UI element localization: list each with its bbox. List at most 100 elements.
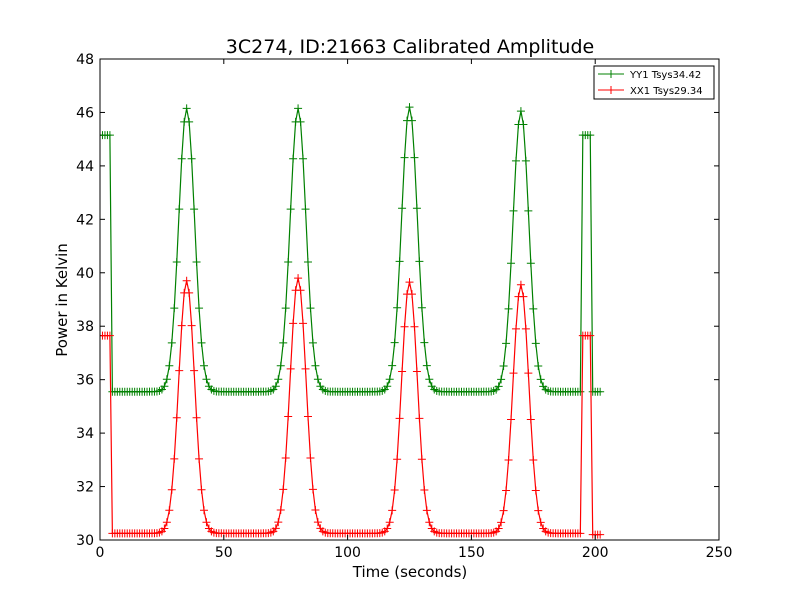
data-point-1-170 — [516, 280, 525, 289]
data-point-1-202 — [596, 530, 605, 539]
data-point-0-31 — [172, 258, 181, 267]
data-point-1-132 — [422, 506, 431, 515]
data-point-0-42 — [199, 361, 208, 370]
data-point-1-26 — [160, 524, 169, 533]
data-point-1-71 — [271, 524, 280, 533]
data-point-0-82 — [299, 154, 308, 163]
y-tick-label-7: 44 — [76, 159, 94, 175]
data-point-1-176 — [531, 486, 540, 495]
data-point-1-119 — [390, 486, 399, 495]
data-point-0-125 — [405, 103, 414, 112]
y-tick-label-3: 36 — [76, 373, 94, 389]
y-tick-label-9: 48 — [76, 52, 94, 68]
data-point-0-178 — [536, 375, 545, 384]
data-point-0-36 — [185, 117, 194, 126]
data-point-0-40 — [195, 304, 204, 313]
data-point-1-174 — [526, 415, 535, 424]
legend-marker-1 — [607, 86, 615, 94]
data-point-0-72 — [274, 375, 283, 384]
data-point-0-165 — [504, 304, 513, 313]
data-point-0-88 — [313, 375, 322, 384]
data-point-0-73 — [276, 361, 285, 370]
data-point-1-31 — [172, 413, 181, 422]
x-tick-label-3: 150 — [458, 545, 485, 561]
data-point-0-166 — [507, 259, 516, 268]
data-point-1-123 — [400, 322, 409, 331]
data-point-1-86 — [308, 485, 317, 494]
data-point-0-28 — [165, 361, 174, 370]
x-tick-label-0: 0 — [96, 545, 105, 561]
data-point-0-39 — [192, 258, 201, 267]
data-point-1-166 — [507, 415, 516, 424]
data-point-0-172 — [521, 156, 530, 165]
data-point-1-42 — [199, 506, 208, 515]
legend-marker-0 — [607, 70, 615, 78]
data-point-0-43 — [202, 375, 211, 384]
data-point-0-4 — [105, 131, 114, 140]
data-point-0-120 — [393, 303, 402, 312]
data-point-0-30 — [170, 304, 179, 313]
data-point-0-162 — [497, 375, 506, 384]
data-point-0-130 — [417, 303, 426, 312]
legend-label-yy1: YY1 Tsys34.42 — [629, 70, 701, 81]
data-point-1-194 — [576, 529, 585, 538]
data-point-0-29 — [167, 338, 176, 347]
data-point-1-33 — [177, 321, 186, 330]
y-tick-label-6: 42 — [76, 212, 94, 228]
data-point-1-177 — [534, 506, 543, 515]
data-point-1-118 — [388, 506, 397, 515]
series-0 — [100, 103, 605, 396]
x-tick-label-1: 50 — [215, 545, 233, 561]
data-point-1-133 — [425, 518, 434, 527]
data-point-0-177 — [534, 362, 543, 371]
data-point-1-76 — [284, 412, 293, 421]
data-point-0-126 — [407, 116, 416, 125]
data-point-0-86 — [308, 338, 317, 347]
data-point-0-71 — [271, 382, 280, 391]
data-point-1-40 — [195, 454, 204, 463]
data-point-0-84 — [303, 258, 312, 267]
data-point-1-30 — [170, 454, 179, 463]
y-tick-label-5: 40 — [76, 266, 94, 282]
data-point-0-75 — [281, 304, 290, 313]
data-point-0-171 — [519, 120, 528, 129]
data-point-0-164 — [502, 339, 511, 348]
x-tick-label-4: 200 — [582, 545, 609, 561]
data-point-1-129 — [415, 414, 424, 423]
y-tick-label-0: 30 — [76, 533, 94, 549]
data-point-1-27 — [162, 518, 171, 527]
y-tick-label-8: 46 — [76, 105, 94, 121]
data-point-1-39 — [192, 413, 201, 422]
data-point-1-83 — [301, 364, 310, 373]
data-point-1-178 — [536, 518, 545, 527]
data-point-1-175 — [529, 456, 538, 465]
data-point-0-128 — [412, 204, 421, 213]
data-point-1-121 — [395, 414, 404, 423]
data-point-0-32 — [175, 205, 184, 214]
x-tick-label-5: 250 — [706, 545, 733, 561]
data-point-1-131 — [420, 486, 429, 495]
data-point-1-163 — [499, 506, 508, 515]
data-point-1-161 — [494, 524, 503, 533]
y-tick-label-1: 32 — [76, 480, 94, 496]
data-point-0-129 — [415, 257, 424, 266]
data-point-1-168 — [511, 324, 520, 333]
axes-frame — [99, 58, 720, 541]
data-point-1-72 — [274, 518, 283, 527]
data-point-0-168 — [511, 156, 520, 165]
data-point-1-41 — [197, 485, 206, 494]
data-point-1-29 — [167, 485, 176, 494]
data-point-0-122 — [398, 204, 407, 213]
data-point-0-176 — [531, 339, 540, 348]
data-point-1-35 — [182, 276, 191, 285]
x-tick-label-2: 100 — [334, 545, 361, 561]
data-point-1-78 — [289, 319, 298, 328]
data-point-0-74 — [279, 338, 288, 347]
data-point-1-173 — [524, 369, 533, 378]
data-point-1-28 — [165, 506, 174, 515]
data-point-1-37 — [187, 321, 196, 330]
legend-item-yy1: YY1 Tsys34.42 — [598, 70, 701, 81]
